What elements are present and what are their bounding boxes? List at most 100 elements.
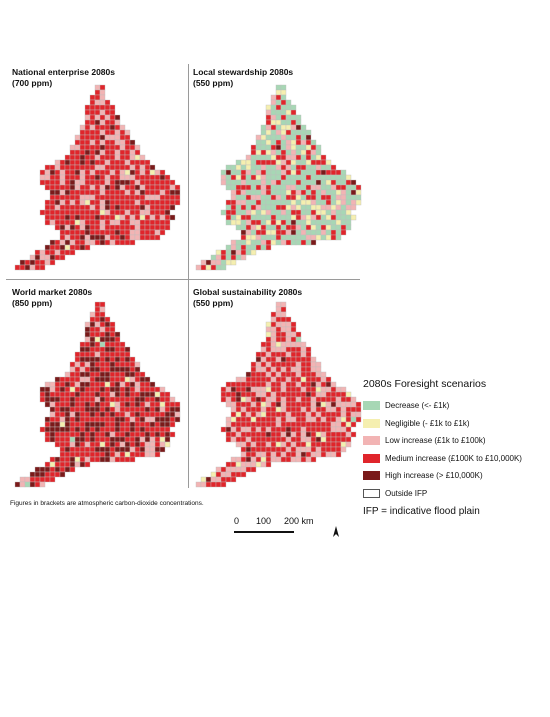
map-grid-cell bbox=[340, 224, 347, 231]
map-grid-cell bbox=[84, 104, 91, 111]
map-grid-cell bbox=[89, 381, 96, 388]
map-grid-cell bbox=[255, 229, 262, 236]
map-grid-cell bbox=[129, 451, 136, 458]
map-grid-cell bbox=[109, 234, 116, 241]
map-grid-cell bbox=[104, 189, 111, 196]
map-grid-cell bbox=[74, 391, 81, 398]
map-grid-cell bbox=[240, 406, 247, 413]
map-grid-cell bbox=[94, 129, 101, 136]
map-grid-cell bbox=[164, 421, 171, 428]
map-grid-cell bbox=[104, 124, 111, 131]
map-grid-cell bbox=[59, 199, 66, 206]
map-grid-cell bbox=[285, 406, 292, 413]
map-grid-cell bbox=[280, 321, 287, 328]
map-grid-cell bbox=[260, 159, 267, 166]
map-grid-cell bbox=[245, 371, 252, 378]
map-grid-cell bbox=[84, 109, 91, 116]
map-grid-cell bbox=[139, 401, 146, 408]
map-grid-cell bbox=[69, 401, 76, 408]
map-grid-cell bbox=[330, 184, 337, 191]
map-grid-cell bbox=[245, 219, 252, 226]
map-grid-cell bbox=[114, 351, 121, 358]
map-grid-cell bbox=[290, 431, 297, 438]
map-grid-cell bbox=[315, 154, 322, 161]
map-grid-cell bbox=[320, 421, 327, 428]
map-grid-cell bbox=[139, 376, 146, 383]
map-grid-cell bbox=[94, 456, 101, 463]
map-grid-cell bbox=[119, 381, 126, 388]
map-grid-cell bbox=[250, 149, 257, 156]
map-grid-cell bbox=[220, 476, 227, 483]
map-grid-cell bbox=[144, 376, 151, 383]
map-grid-cell bbox=[295, 124, 302, 131]
map-grid-cell bbox=[69, 224, 76, 231]
map-grid-cell bbox=[99, 441, 106, 448]
map-grid-cell bbox=[275, 119, 282, 126]
map-grid-cell bbox=[109, 204, 116, 211]
map-grid-cell bbox=[139, 391, 146, 398]
map-grid-cell bbox=[59, 224, 66, 231]
map-grid-cell bbox=[119, 189, 126, 196]
map-grid-cell bbox=[280, 331, 287, 338]
map-grid-cell bbox=[320, 396, 327, 403]
map-grid-cell bbox=[129, 396, 136, 403]
map-grid-cell bbox=[235, 411, 242, 418]
map-grid-cell bbox=[59, 174, 66, 181]
map-grid-cell bbox=[139, 229, 146, 236]
map-grid-cell bbox=[320, 376, 327, 383]
map-grid-cell bbox=[285, 174, 292, 181]
map-grid-cell bbox=[124, 149, 131, 156]
map-grid-cell bbox=[69, 461, 76, 468]
map-grid-cell bbox=[265, 164, 272, 171]
map-grid-cell bbox=[74, 356, 81, 363]
map-grid-cell bbox=[245, 386, 252, 393]
map-grid-cell bbox=[260, 346, 267, 353]
map-grid-cell bbox=[104, 239, 111, 246]
map-grid-cell bbox=[280, 406, 287, 413]
map-grid-cell bbox=[265, 134, 272, 141]
map-grid-cell bbox=[164, 441, 171, 448]
map-grid-cell bbox=[109, 179, 116, 186]
map-grid-cell bbox=[149, 164, 156, 171]
map-grid-cell bbox=[54, 391, 61, 398]
map-grid-cell bbox=[119, 346, 126, 353]
map-grid-cell bbox=[49, 254, 56, 261]
map-grid-cell bbox=[295, 421, 302, 428]
map-grid-cell bbox=[154, 416, 161, 423]
map-grid-cell bbox=[245, 204, 252, 211]
map-local-stewardship bbox=[195, 84, 362, 271]
map-grid-cell bbox=[109, 154, 116, 161]
map-grid-cell bbox=[260, 456, 267, 463]
map-grid-cell bbox=[54, 239, 61, 246]
map-grid-cell bbox=[225, 249, 232, 256]
map-grid-cell bbox=[255, 204, 262, 211]
map-grid-cell bbox=[94, 134, 101, 141]
map-grid-cell bbox=[275, 224, 282, 231]
map-grid-cell bbox=[310, 194, 317, 201]
map-grid-cell bbox=[330, 199, 337, 206]
map-grid-cell bbox=[124, 229, 131, 236]
map-grid-cell bbox=[290, 436, 297, 443]
map-grid-cell bbox=[285, 401, 292, 408]
map-grid-cell bbox=[114, 451, 121, 458]
map-grid-cell bbox=[44, 386, 51, 393]
map-grid-cell bbox=[270, 104, 277, 111]
map-grid-cell bbox=[280, 219, 287, 226]
map-grid-cell bbox=[134, 229, 141, 236]
map-grid-cell bbox=[134, 194, 141, 201]
map-grid-cell bbox=[59, 391, 66, 398]
map-grid-cell bbox=[335, 174, 342, 181]
map-grid-cell bbox=[270, 179, 277, 186]
map-grid-cell bbox=[89, 316, 96, 323]
map-grid-cell bbox=[149, 391, 156, 398]
map-grid-cell bbox=[315, 194, 322, 201]
map-grid-cell bbox=[300, 386, 307, 393]
map-grid-cell bbox=[129, 199, 136, 206]
map-grid-cell bbox=[315, 386, 322, 393]
map-grid-cell bbox=[139, 189, 146, 196]
map-grid-cell bbox=[149, 386, 156, 393]
map-grid-cell bbox=[250, 169, 257, 176]
map-grid-cell bbox=[305, 159, 312, 166]
map-grid-cell bbox=[235, 174, 242, 181]
map-grid-cell bbox=[260, 396, 267, 403]
